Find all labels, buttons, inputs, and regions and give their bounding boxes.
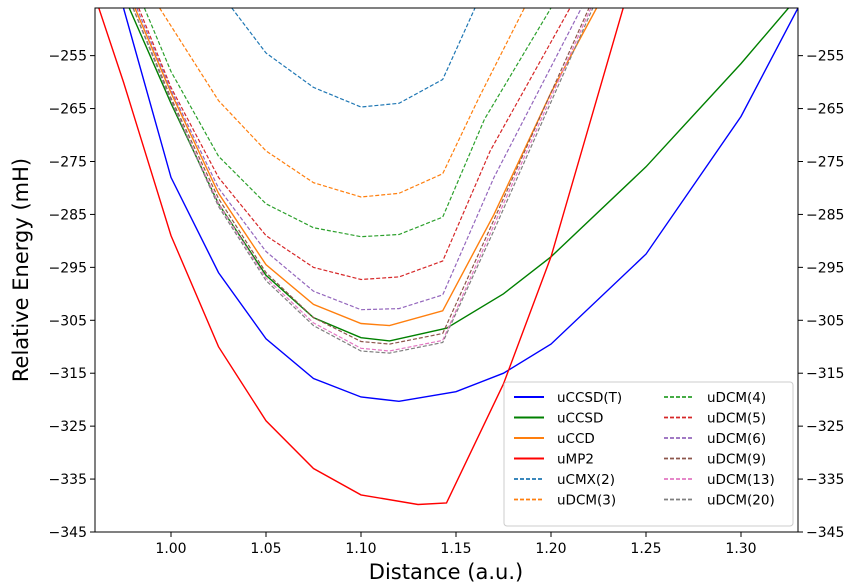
x-tick-label: 1.25 <box>630 541 661 557</box>
y-tick-label-left: −345 <box>49 525 87 541</box>
legend-label-uccsd-t: uCCSD(T) <box>557 390 622 406</box>
series-line-udcm-20 <box>132 8 594 354</box>
y-tick-label-left: −275 <box>49 154 87 170</box>
y-tick-label-right: −255 <box>806 49 844 65</box>
legend-label-ump2: uMP2 <box>557 452 594 468</box>
legend-label-uccsd: uCCSD <box>557 411 603 427</box>
y-tick-label-right: −325 <box>806 419 844 435</box>
y-tick-label-right: −305 <box>806 313 844 329</box>
y-tick-label-left: −325 <box>49 419 87 435</box>
y-tick-label-right: −315 <box>806 366 844 382</box>
legend-label-udcm-6: uDCM(6) <box>707 431 766 447</box>
x-tick-label: 1.30 <box>725 541 756 557</box>
series-line-ucmx-2 <box>231 8 476 108</box>
y-tick-label-right: −285 <box>806 207 844 223</box>
series-line-udcm-4 <box>143 8 552 238</box>
x-tick-label: 1.10 <box>345 541 376 557</box>
legend-label-udcm-4: uDCM(4) <box>707 390 766 406</box>
y-tick-label-left: −305 <box>49 313 87 329</box>
legend-box <box>503 381 794 527</box>
y-tick-label-left: −265 <box>49 102 87 118</box>
x-axis-label: Distance (a.u.) <box>369 560 523 584</box>
legend-label-ucmx-2: uCMX(2) <box>557 472 615 488</box>
legend: uCCSD(T) uCCSD uCCD uMP2 uCMX(2) uDCM(3) uDCM(… <box>503 381 794 527</box>
y-tick-label-left: −335 <box>49 472 87 488</box>
y-tick-label-left: −255 <box>49 49 87 65</box>
x-tick-label: 1.20 <box>535 541 566 557</box>
y-tick-label-left: −315 <box>49 366 87 382</box>
y-tick-label-right: −335 <box>806 472 844 488</box>
legend-label-uccd: uCCD <box>557 431 595 447</box>
x-tick-label: 1.15 <box>440 541 471 557</box>
series-line-udcm-9 <box>132 8 590 345</box>
y-tick-label-right: −295 <box>806 260 844 276</box>
x-tick-label: 1.00 <box>155 541 186 557</box>
legend-label-udcm-9: uDCM(9) <box>707 452 766 468</box>
legend-label-udcm-20: uDCM(20) <box>707 493 775 509</box>
series-line-udcm-6 <box>136 8 582 311</box>
plot-frame <box>94 7 799 533</box>
series-layer <box>98 8 798 506</box>
legend-label-udcm-3: uDCM(3) <box>557 493 616 509</box>
series-line-udcm-3 <box>159 8 525 198</box>
y-tick-label-right: −265 <box>806 102 844 118</box>
series-line-uccsd-t <box>122 8 798 403</box>
ticks-layer: 1.00 1.05 1.10 1.15 1.20 1.25 1.30 −345 −345 −335… <box>49 49 845 557</box>
y-tick-label-left: −295 <box>49 260 87 276</box>
x-tick-label: 1.05 <box>250 541 281 557</box>
legend-label-udcm-5: uDCM(5) <box>707 411 766 427</box>
series-line-udcm-5 <box>138 8 571 281</box>
series-line-uccd <box>134 8 598 327</box>
series-line-uccsd <box>128 8 790 342</box>
series-line-ump2 <box>98 8 624 506</box>
y-tick-label-right: −275 <box>806 154 844 170</box>
y-tick-label-right: −345 <box>806 525 844 541</box>
y-tick-label-left: −285 <box>49 207 87 223</box>
legend-label-udcm-13: uDCM(13) <box>707 472 775 488</box>
series-line-udcm-13 <box>132 8 592 352</box>
y-axis-label: Relative Energy (mH) <box>9 158 33 382</box>
